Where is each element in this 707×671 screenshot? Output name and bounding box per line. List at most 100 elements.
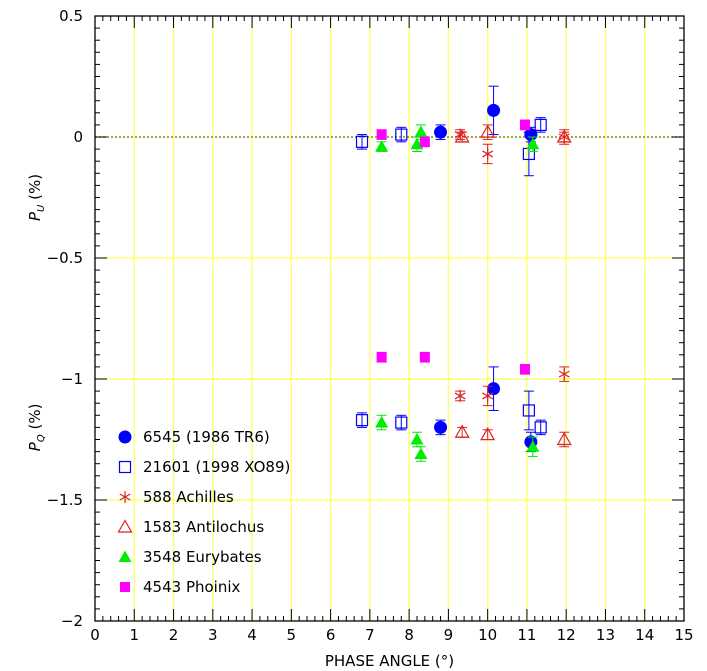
point-marker [395,128,408,141]
y-tick-label: 0 [73,128,83,146]
data-point [419,136,430,148]
marker-shape [375,140,389,152]
marker-shape [118,460,132,474]
marker-shape [487,103,501,117]
point-marker [526,137,540,150]
data-point [355,412,369,428]
grid-lines [95,16,684,621]
point-marker [434,420,448,434]
data-point [522,390,535,431]
marker-shape [414,125,428,138]
point-marker [519,119,530,130]
axis-labels: PHASE ANGLE (°) PU (%) PQ (%) [26,174,454,670]
data-point [482,385,494,407]
marker-shape [556,431,572,446]
legend-entry-2: 588 Achilles [119,488,234,506]
point-marker [419,352,430,363]
point-marker [355,414,369,427]
marker-shape [454,424,470,438]
marker-shape [454,129,470,143]
point-marker [414,125,428,138]
data-point [519,119,530,131]
data-point [419,351,430,363]
data-point [558,366,570,382]
point-marker [434,125,448,139]
legend-entry-0: 6545 (1986 TR6) [118,428,270,446]
y-tick-label: 0.5 [59,7,83,25]
y-axis-title-upper: PU (%) [26,174,47,221]
marker-shape [526,440,540,452]
legend-entry-4: 3548 Eurybates [118,548,262,566]
x-tick-label: 6 [326,626,336,644]
point-marker [524,128,538,142]
data-point [410,431,424,448]
data-point [556,431,572,448]
data-point [434,124,448,140]
data-point [454,129,470,143]
y-tick-label: −0.5 [47,249,83,267]
x-axis-title: PHASE ANGLE (°) [325,652,454,670]
marker-shape [487,382,501,396]
legend-label: 21601 (1998 XO89) [143,458,290,476]
y-axis-title-lower-sub: Q [36,434,47,442]
axis-ticks: 0 1 2 3 4 5 6 7 8 9 10 11 12 13 14 15−2−1.5−1−0.500.5 [47,7,694,644]
marker-shape [376,129,387,140]
point-marker [375,140,389,152]
data-point [434,419,448,436]
data-points [355,85,572,462]
y-tick-label: −2 [61,612,83,630]
legend-entry-1: 21601 (1998 XO89) [118,458,290,476]
point-marker [355,135,369,148]
legend: 6545 (1986 TR6) 21601 (1998 XO89) 588 Achi… [117,428,290,596]
y-tick-label: −1.5 [47,491,83,509]
point-marker [419,136,430,147]
legend-marker [118,430,132,444]
legend-label: 4543 Phoinix [143,578,241,596]
marker-shape [522,404,535,417]
data-point [526,136,540,153]
data-point [414,446,428,462]
data-point [482,143,494,165]
series-5 [376,119,530,375]
x-tick-label: 11 [517,626,536,644]
legend-label: 1583 Antilochus [143,518,264,536]
data-point [526,436,540,457]
data-point [454,424,470,438]
point-marker [482,147,494,160]
data-point [376,129,387,140]
point-marker [376,129,387,140]
marker-shape [395,128,408,141]
marker-shape [480,124,496,138]
marker-shape [419,352,430,363]
legend-entry-3: 1583 Antilochus [117,518,264,536]
x-tick-label: 13 [596,626,615,644]
data-point [487,366,501,411]
y-axis-title-upper-main: P [26,211,44,221]
marker-shape [414,447,428,460]
data-point [487,85,501,136]
point-marker [556,431,572,446]
marker-shape [434,125,448,139]
series-3 [454,124,572,448]
data-point [556,129,572,145]
marker-stroke [482,392,494,400]
data-point [355,134,369,150]
marker-shape [117,519,133,533]
point-marker [487,103,501,117]
legend-entry-5: 4543 Phoinix [120,578,241,596]
legend-label: 588 Achilles [143,488,234,506]
marker-shape [534,118,547,132]
y-tick-label: −1 [61,370,83,388]
x-tick-label: 2 [169,626,179,644]
x-tick-label: 3 [208,626,218,644]
legend-label: 6545 (1986 TR6) [143,428,270,446]
x-tick-label: 5 [287,626,297,644]
point-marker [480,426,496,441]
point-marker [534,421,547,434]
marker-shape [519,119,530,130]
data-point [395,126,408,143]
point-marker [454,424,470,438]
marker-shape [375,416,389,428]
data-point [522,131,535,177]
